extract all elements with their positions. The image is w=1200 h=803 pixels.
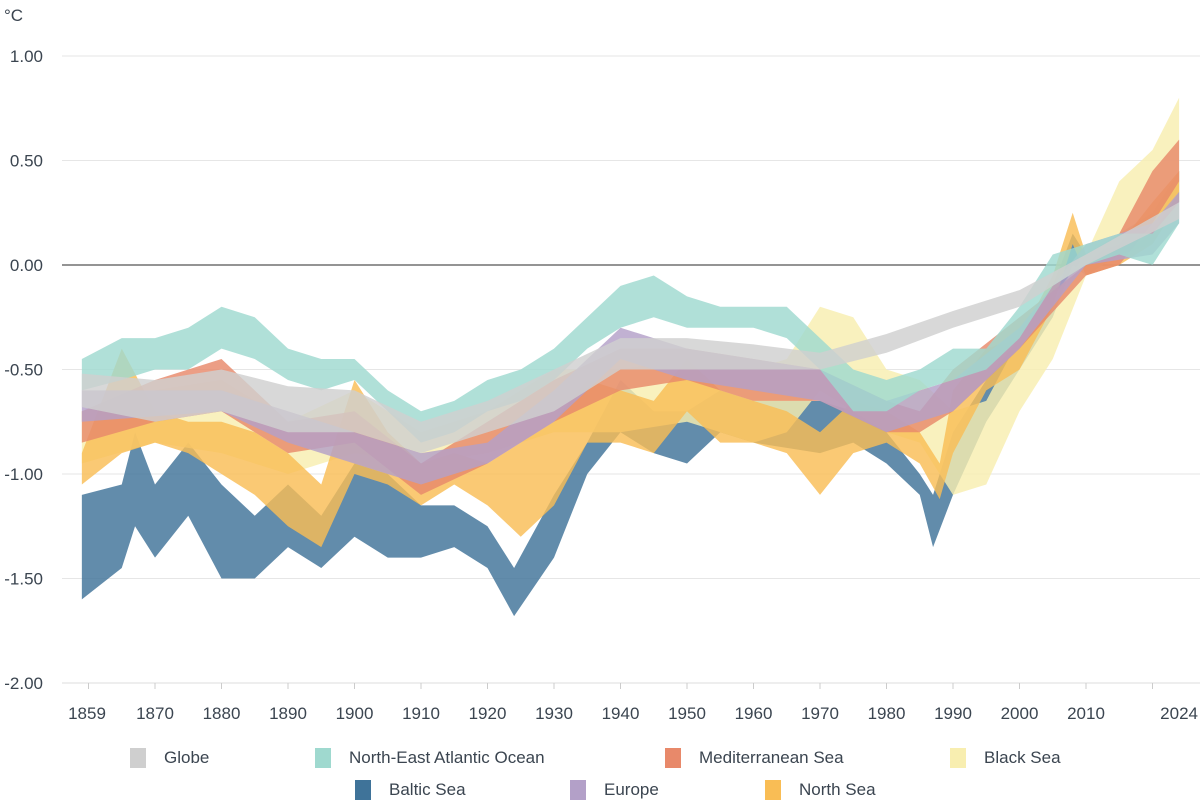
x-tick-label: 1870: [136, 704, 174, 723]
x-tick-label: 1859: [68, 704, 106, 723]
legend-swatch: [765, 780, 781, 800]
legend-label: Baltic Sea: [389, 780, 466, 799]
x-tick-label: 1910: [402, 704, 440, 723]
y-tick-label: -2.00: [4, 674, 43, 693]
legend-item: North Sea: [765, 780, 876, 800]
legend-label: North-East Atlantic Ocean: [349, 748, 545, 767]
y-tick-label: -1.50: [4, 570, 43, 589]
legend-item: Globe: [130, 748, 209, 768]
legend-item: Baltic Sea: [355, 780, 466, 800]
x-tick-label: 1890: [269, 704, 307, 723]
legend-label: North Sea: [799, 780, 876, 799]
y-tick-label: 0.00: [10, 256, 43, 275]
y-tick-label: 0.50: [10, 152, 43, 171]
x-tick-label: 1900: [336, 704, 374, 723]
legend-swatch: [130, 748, 146, 768]
y-tick-label: -0.50: [4, 361, 43, 380]
x-tick-label: 1960: [735, 704, 773, 723]
legend-label: Mediterranean Sea: [699, 748, 844, 767]
band-north-east-atlantic-ocean: [81, 202, 1180, 443]
legend-item: Europe: [570, 780, 659, 800]
x-tick-label: 1930: [535, 704, 573, 723]
legend-label: Globe: [164, 748, 210, 767]
y-tick-label: 1.00: [10, 47, 43, 66]
chart-plot: 1.00 0.50 0.00 -0.50 -1.00 -1.50 -2.00 1859 1870…: [4, 47, 1200, 723]
legend-swatch: [315, 748, 331, 768]
legend-item: North-East Atlantic Ocean: [315, 748, 545, 768]
x-tick-label: 1970: [801, 704, 839, 723]
legend-item: Mediterranean Sea: [665, 748, 844, 768]
legend-swatch: [665, 748, 681, 768]
x-tick-label: 1980: [868, 704, 906, 723]
legend-label: Europe: [604, 780, 659, 799]
legend-swatch: [570, 780, 586, 800]
legend-label: Black Sea: [984, 748, 1061, 767]
x-tick-label: 1940: [602, 704, 640, 723]
x-tick-label: 1950: [668, 704, 706, 723]
x-tick-label: 2010: [1067, 704, 1105, 723]
x-tick-label: 1990: [934, 704, 972, 723]
x-tick-label: 2000: [1001, 704, 1039, 723]
x-tick-label: 2024: [1160, 704, 1198, 723]
legend-swatch: [950, 748, 966, 768]
x-tick-label: 1880: [203, 704, 241, 723]
x-tick-label: 1920: [469, 704, 507, 723]
y-axis-unit: °C: [4, 6, 24, 25]
legend-swatch: [355, 780, 371, 800]
y-tick-label: -1.00: [4, 465, 43, 484]
legend-item: Black Sea: [950, 748, 1061, 768]
